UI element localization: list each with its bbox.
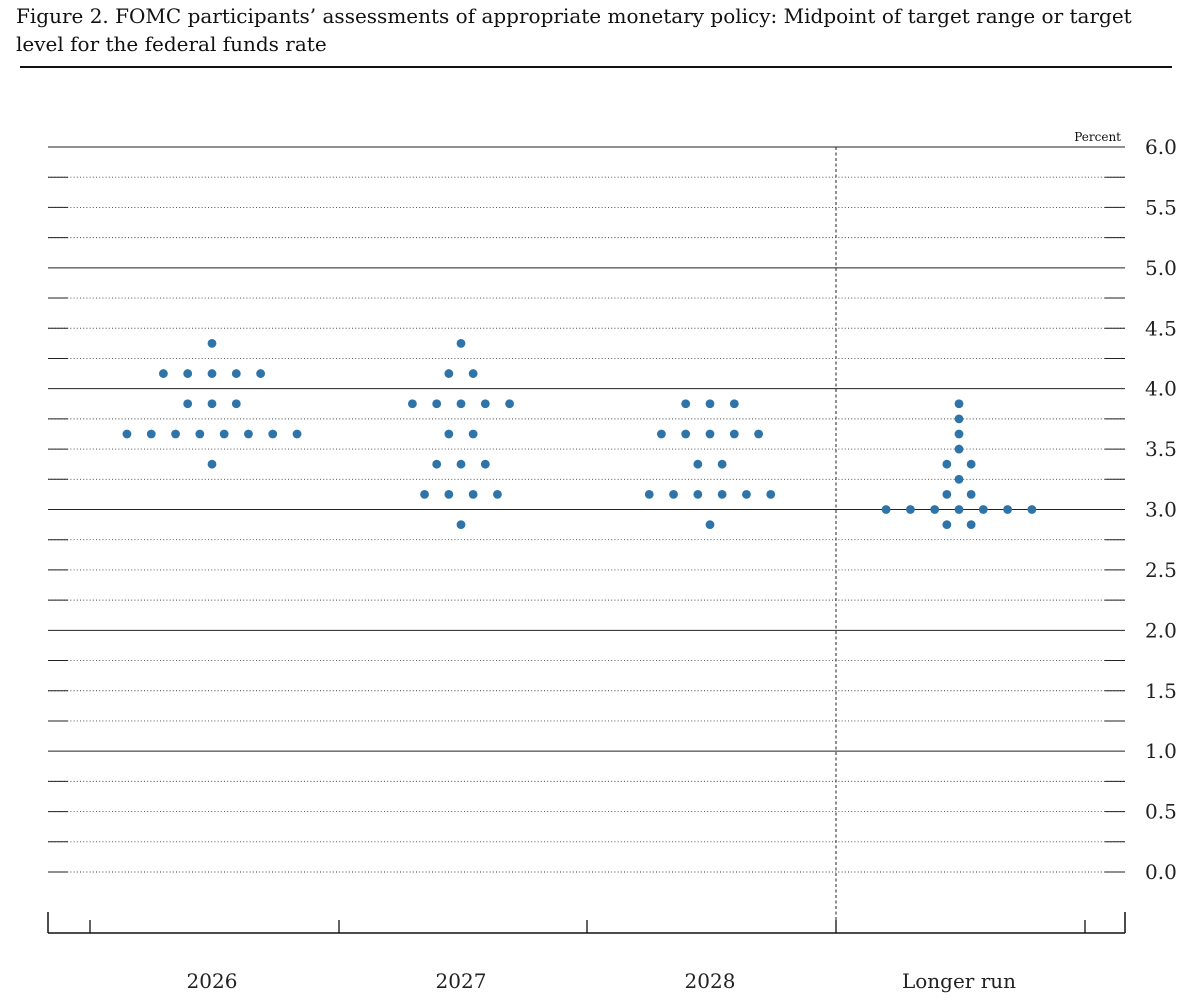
dot-point xyxy=(966,489,976,499)
dot-point xyxy=(681,429,691,439)
dot-point xyxy=(244,429,253,439)
y-tick-label: 1.0 xyxy=(1145,739,1177,763)
dot-point xyxy=(954,414,964,424)
dot-point xyxy=(195,429,205,439)
dot-point xyxy=(231,399,241,409)
dot-point xyxy=(207,369,217,378)
dot-point xyxy=(693,489,703,499)
dot-point xyxy=(444,369,454,378)
y-tick-label: 3.0 xyxy=(1145,498,1177,522)
dot-point xyxy=(754,429,763,439)
dot-point xyxy=(183,369,193,378)
figure-title: Figure 2. FOMC participants’ assessments… xyxy=(16,4,1132,56)
x-category-label: 2028 xyxy=(685,969,736,993)
dot-point xyxy=(729,429,739,439)
dot-point xyxy=(146,429,156,439)
dot-point xyxy=(729,399,739,409)
dot-point xyxy=(717,489,727,499)
dot-point xyxy=(717,459,727,469)
dot-point xyxy=(480,459,490,469)
dot-point xyxy=(159,369,168,378)
dot-point xyxy=(468,489,478,499)
dot-point xyxy=(408,399,417,409)
y-axis-label: Percent xyxy=(1074,130,1121,144)
x-category-label: 2026 xyxy=(187,969,238,993)
y-tick-label: 0.5 xyxy=(1145,800,1177,824)
y-tick-label: 6.0 xyxy=(1145,135,1177,159)
dot-point xyxy=(942,520,952,530)
dot-point xyxy=(966,459,976,469)
dot-point xyxy=(705,520,715,530)
dot-point xyxy=(954,399,964,409)
dot-point xyxy=(432,459,442,469)
dot-point xyxy=(256,369,265,378)
y-tick-label: 5.0 xyxy=(1145,256,1177,280)
y-tick-label: 5.5 xyxy=(1145,195,1177,219)
y-tick-label: 4.0 xyxy=(1145,377,1177,401)
y-tick-label: 2.5 xyxy=(1145,558,1177,582)
dot-point xyxy=(978,505,988,514)
dot-point xyxy=(1003,505,1012,514)
dot-point xyxy=(207,338,217,348)
dot-point xyxy=(456,520,466,530)
dot-point xyxy=(231,369,241,378)
dot-point xyxy=(966,520,976,530)
dot-point xyxy=(468,429,478,439)
dot-point xyxy=(432,399,442,409)
dot-point xyxy=(207,459,217,469)
chart-frame xyxy=(47,147,1126,934)
dot-point xyxy=(480,399,490,409)
dot-point xyxy=(444,429,454,439)
dot-point xyxy=(705,429,715,439)
dot-point xyxy=(183,399,193,409)
dot-point xyxy=(942,489,952,499)
dot-point xyxy=(207,399,217,409)
y-tick-label: 2.0 xyxy=(1145,618,1177,642)
dot-point xyxy=(122,429,132,439)
dot-point xyxy=(954,474,964,484)
dot-point xyxy=(468,369,478,378)
y-tick-label: 4.5 xyxy=(1145,316,1177,340)
dot-point xyxy=(705,399,715,409)
dot-point xyxy=(420,489,429,499)
title-rule xyxy=(20,66,1172,68)
dot-point xyxy=(292,429,302,439)
dot-point xyxy=(881,505,891,514)
dot-point xyxy=(219,429,229,439)
dot-point xyxy=(954,429,964,439)
dot-point xyxy=(268,429,278,439)
dot-point xyxy=(942,459,952,469)
dot-point xyxy=(930,505,940,514)
dot-point xyxy=(906,505,915,514)
dot-point xyxy=(954,505,964,514)
dot-point xyxy=(657,429,666,439)
x-category-label: 2027 xyxy=(436,969,487,993)
dot-point xyxy=(644,489,654,499)
dot-point xyxy=(669,489,678,499)
dot-point xyxy=(681,399,691,409)
dot-point xyxy=(505,399,514,409)
dot-point xyxy=(171,429,180,439)
y-tick-label: 1.5 xyxy=(1145,679,1177,703)
dot-point xyxy=(693,459,703,469)
x-category-label: Longer run xyxy=(902,969,1016,993)
y-tick-label: 0.0 xyxy=(1145,860,1177,884)
dots xyxy=(122,338,1037,530)
dot-point xyxy=(766,489,776,499)
dot-point xyxy=(456,459,466,469)
grid-lines xyxy=(48,146,1125,873)
dot-point xyxy=(493,489,502,499)
y-tick-labels: 0.0 0.5 1.0 1.5 2.0 2.5 3.0 3.5 4.0 4.5 5.0 5.5 6.0 xyxy=(1145,135,1177,884)
dot-point xyxy=(742,489,751,499)
dot-point xyxy=(954,444,964,454)
dot-point xyxy=(456,338,466,348)
dot-point xyxy=(456,399,466,409)
dot-point xyxy=(1027,505,1037,514)
y-tick-label: 3.5 xyxy=(1145,437,1177,461)
dot-point xyxy=(444,489,454,499)
x-category-labels: 2026 2027 2028 Longer run xyxy=(187,969,1017,993)
